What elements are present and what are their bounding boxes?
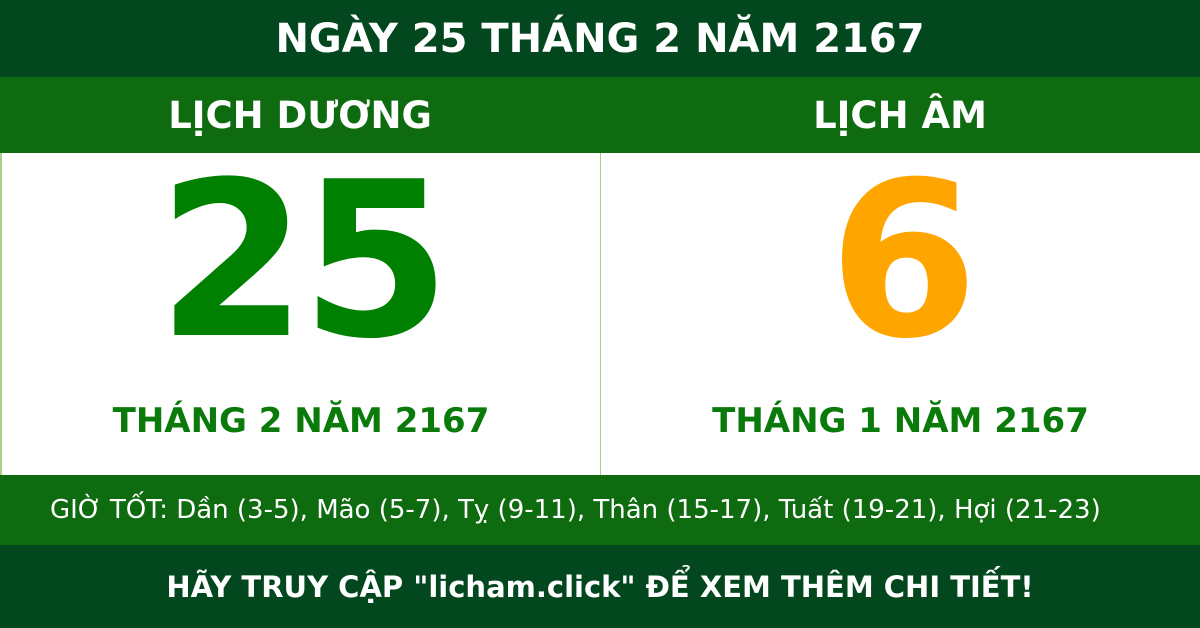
page-title: NGÀY 25 THÁNG 2 NĂM 2167: [0, 0, 1200, 77]
lunar-label: LỊCH ÂM: [813, 93, 987, 137]
solar-day: 25: [157, 135, 450, 386]
footer-cta: HÃY TRUY CẬP "licham.click" ĐỂ XEM THÊM …: [0, 545, 1200, 628]
calendar-panel: 25 THÁNG 2 NĂM 2167 6 THÁNG 1 NĂM 2167: [0, 153, 1200, 475]
calendar-labels: LỊCH DƯƠNG LỊCH ÂM: [0, 77, 1200, 153]
lunar-day: 6: [828, 135, 979, 386]
solar-label: LỊCH DƯƠNG: [168, 93, 432, 137]
solar-month-year: THÁNG 2 NĂM 2167: [112, 401, 490, 441]
lunar-month-year: THÁNG 1 NĂM 2167: [712, 401, 1089, 441]
good-hours: GIỜ TỐT: Dần (3-5), Mão (5-7), Tỵ (9-11)…: [0, 475, 1200, 545]
solar-column: 25 THÁNG 2 NĂM 2167: [2, 153, 601, 475]
lunar-column: 6 THÁNG 1 NĂM 2167: [601, 153, 1200, 475]
